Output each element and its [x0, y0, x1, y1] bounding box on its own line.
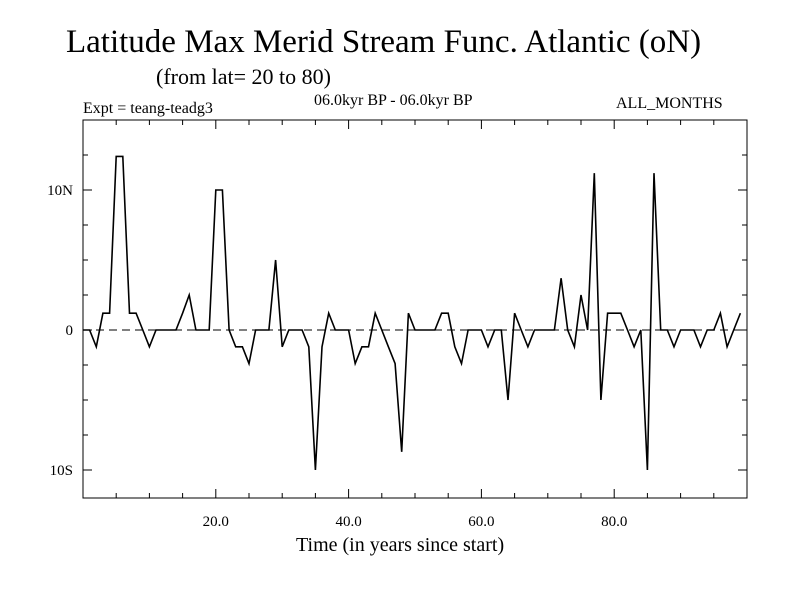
- tick-labels: 20.0 40.0 60.0 80.0 10S 0 10N: [47, 183, 627, 530]
- period-label: 06.0kyr BP - 06.0kyr BP: [314, 92, 473, 109]
- x-axis-label: Time (in years since start): [296, 534, 505, 556]
- chart-title: Latitude Max Merid Stream Func. Atlantic…: [66, 24, 702, 60]
- series-line: [83, 155, 742, 471]
- y-tick-label: 10S: [50, 463, 73, 479]
- y-tick-label: 10N: [47, 183, 73, 199]
- experiment-label: Expt = teang-teadg3: [83, 100, 213, 117]
- y-tick-label: 0: [66, 323, 74, 339]
- x-tick-label: 80.0: [601, 514, 627, 530]
- months-label: ALL_MONTHS: [616, 95, 723, 112]
- x-tick-label: 20.0: [203, 514, 229, 530]
- x-tick-label: 40.0: [335, 514, 361, 530]
- chart-subtitle: (from lat= 20 to 80): [156, 64, 331, 89]
- x-tick-label: 60.0: [468, 514, 494, 530]
